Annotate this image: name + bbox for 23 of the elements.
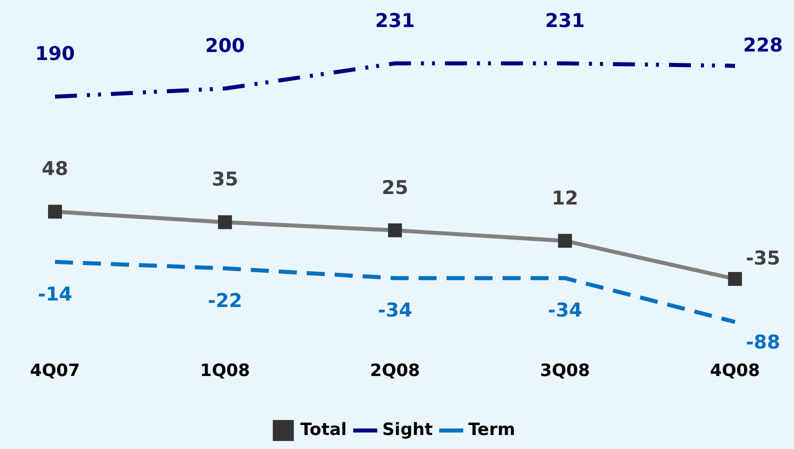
legend-label: Total [300, 420, 347, 440]
data-label: 35 [212, 168, 238, 191]
data-label: 200 [205, 34, 245, 57]
x-tick-label: 4Q08 [710, 361, 760, 382]
data-label: -22 [208, 290, 242, 312]
x-tick-label: 4Q07 [30, 361, 80, 382]
data-label: -14 [38, 283, 72, 306]
data-label: -88 [746, 331, 780, 354]
data-label: 25 [382, 176, 408, 199]
legend-label: Sight [382, 420, 433, 440]
x-tick-label: 2Q08 [370, 361, 420, 382]
data-label: 228 [743, 34, 783, 56]
legend-label: Term [468, 420, 516, 440]
x-tick-label: 3Q08 [540, 361, 590, 382]
data-label: 48 [42, 158, 68, 180]
data-label: 12 [552, 187, 578, 210]
data-label: -34 [378, 300, 412, 322]
x-tick-label: 1Q08 [200, 361, 250, 382]
data-label: 231 [375, 10, 415, 32]
data-label: -34 [548, 300, 582, 322]
data-label: -35 [746, 247, 780, 270]
data-label: 231 [545, 10, 585, 32]
data-label: 190 [35, 43, 75, 66]
